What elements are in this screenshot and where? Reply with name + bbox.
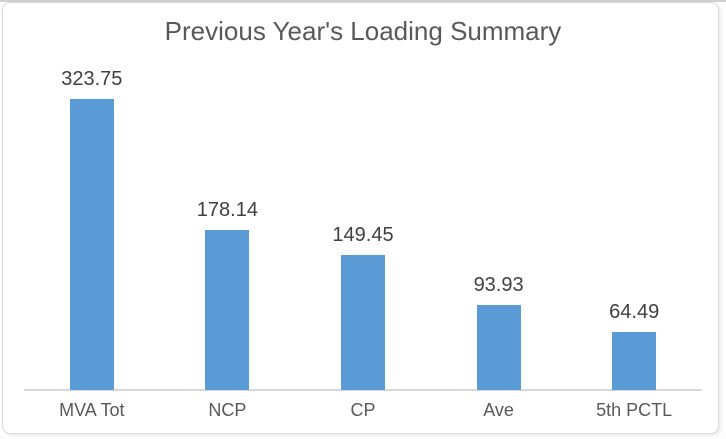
bar-5th-pctl[interactable] — [612, 332, 657, 390]
bar-mva-tot[interactable] — [69, 99, 114, 390]
category-label: Ave — [483, 400, 514, 420]
chart-title: Previous Year's Loading Summary — [164, 16, 562, 46]
window-top-edge — [0, 0, 726, 2]
bar-ave[interactable] — [476, 305, 521, 390]
category-label: MVA Tot — [59, 400, 125, 420]
bar-value-label: 64.49 — [609, 301, 660, 323]
category-label: CP — [350, 400, 376, 420]
bar-ncp[interactable] — [205, 230, 250, 390]
category-label: 5th PCTL — [596, 400, 673, 420]
bar-value-label: 93.93 — [473, 274, 524, 296]
bar-value-label: 323.75 — [61, 68, 123, 90]
bar-cp[interactable] — [341, 255, 385, 390]
category-label: NCP — [208, 400, 247, 420]
bar-value-label: 149.45 — [332, 224, 394, 246]
bar-value-label: 178.14 — [196, 199, 258, 221]
